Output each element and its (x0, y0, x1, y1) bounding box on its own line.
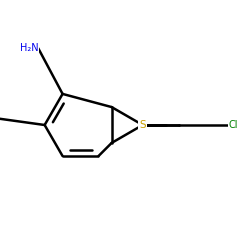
Text: H₂N: H₂N (20, 43, 38, 53)
Text: N: N (139, 120, 146, 130)
Text: Cl: Cl (228, 120, 238, 130)
Text: S: S (139, 120, 146, 130)
